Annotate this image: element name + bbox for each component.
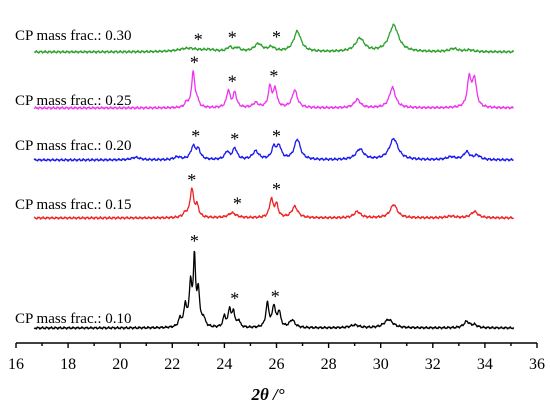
peak-marker: * (190, 53, 199, 73)
series-label: CP mass frac.: 0.20 (15, 138, 132, 154)
series-trace (33, 250, 515, 330)
peak-marker: * (187, 170, 196, 190)
series-trace (33, 23, 515, 54)
series-labels-group: CP mass frac.: 0.30 CP mass frac.: 0.25 CP… (15, 28, 132, 327)
peak-marker: * (230, 129, 239, 149)
peak-marker: * (194, 30, 203, 50)
series-trace (34, 69, 514, 110)
peak-marker: * (230, 289, 239, 309)
x-tick-label: 24 (216, 356, 232, 373)
peak-marker: * (233, 194, 242, 214)
series-label: CP mass frac.: 0.15 (15, 197, 132, 213)
traces-group (33, 23, 515, 330)
x-tick-label: 34 (477, 356, 493, 373)
series-label: CP mass frac.: 0.10 (15, 311, 132, 327)
x-tick-label: 36 (529, 356, 545, 373)
stars-group: * * * * * * * * * * * * * * * (187, 27, 281, 309)
series-label: CP mass frac.: 0.25 (15, 93, 132, 109)
x-tick-label: 22 (164, 356, 180, 373)
x-tick-label: 20 (112, 356, 128, 373)
peak-marker: * (272, 27, 281, 47)
peak-marker: * (228, 71, 237, 91)
peak-marker: * (272, 126, 281, 146)
x-tick-label: 26 (269, 356, 285, 373)
x-tick-label: 28 (321, 356, 337, 373)
x-ticks-group: 16 18 20 22 24 26 28 30 32 34 36 (8, 343, 545, 373)
peak-marker: * (272, 179, 281, 199)
peak-marker: * (228, 28, 237, 48)
peak-marker: * (191, 126, 200, 146)
x-axis-title: 2θ /° (250, 385, 284, 404)
x-tick-label: 30 (373, 356, 389, 373)
peak-marker: * (271, 286, 280, 306)
x-tick-label: 32 (425, 356, 441, 373)
x-axis: 16 18 20 22 24 26 28 30 32 34 36 (8, 342, 545, 373)
series-trace (33, 137, 514, 162)
peak-marker: * (269, 66, 278, 86)
series-trace (33, 187, 515, 220)
x-tick-label: 18 (60, 356, 76, 373)
peak-marker: * (190, 231, 199, 251)
series-label: CP mass frac.: 0.30 (15, 28, 132, 44)
x-tick-label: 16 (8, 356, 24, 373)
